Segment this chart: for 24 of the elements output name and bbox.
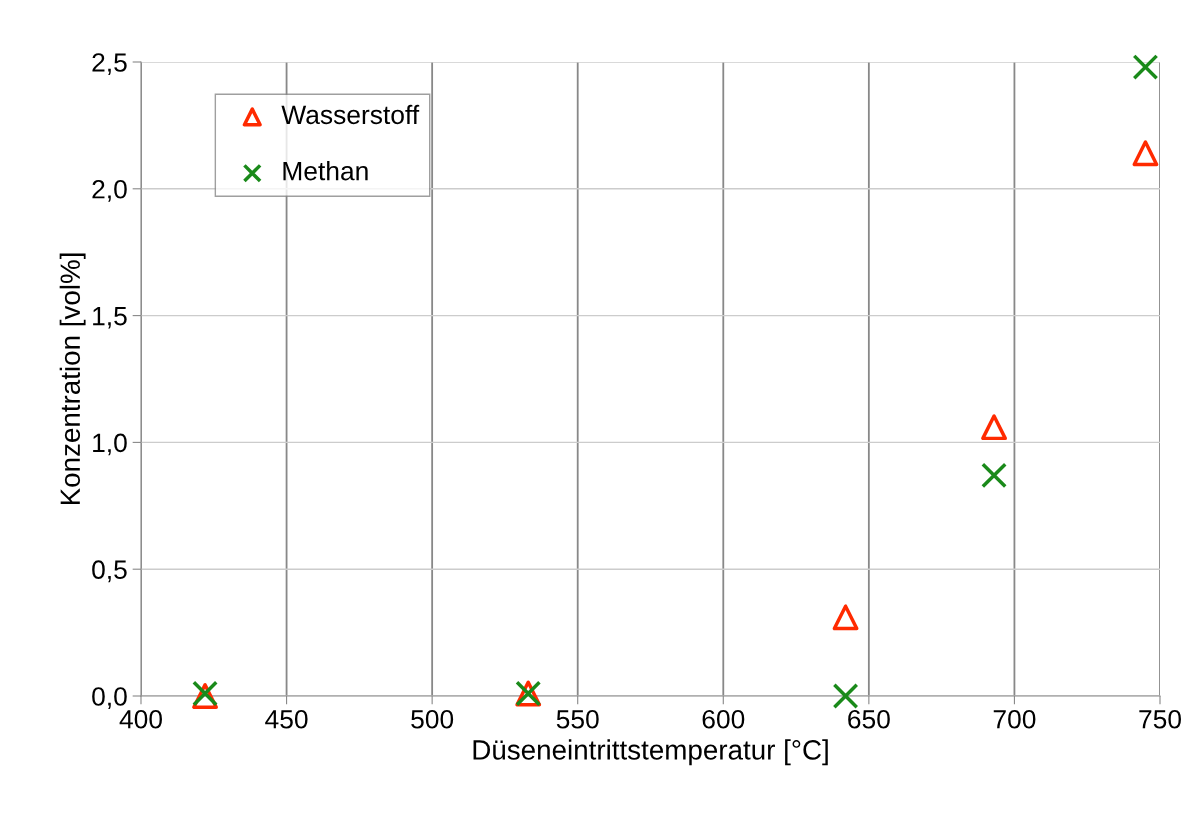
y-axis-title: Konzentration [vol%] [59,253,86,505]
x-tick-label: 750 [1139,709,1181,729]
x-tick-label: 600 [702,709,745,729]
x-tick-label: 550 [556,709,599,729]
point [832,683,859,709]
y-tick-label: 0,5 [92,560,127,583]
y-tick-label: 2,0 [92,179,127,202]
point [1132,54,1159,81]
y-tick-label: 1,5 [93,307,127,329]
x-tick-label: 700 [993,709,1036,729]
point [1132,140,1159,167]
x-tick-label: 400 [119,709,162,729]
y-tick-label: 2,5 [92,53,127,75]
x-axis-title: Düseneintrittstemperatur [°C] [473,739,828,766]
x-tick-label: 500 [411,709,454,729]
y-tick-label: 1,0 [93,433,127,456]
x-tick-label: 450 [265,709,308,729]
point [832,604,859,631]
legend-label: Methan [283,161,368,181]
legend-label: Wasserstoff [281,104,420,125]
y-tick-label: 0,0 [92,687,127,709]
point [981,462,1007,489]
x-tick-label: 650 [848,709,890,729]
point [981,414,1007,441]
